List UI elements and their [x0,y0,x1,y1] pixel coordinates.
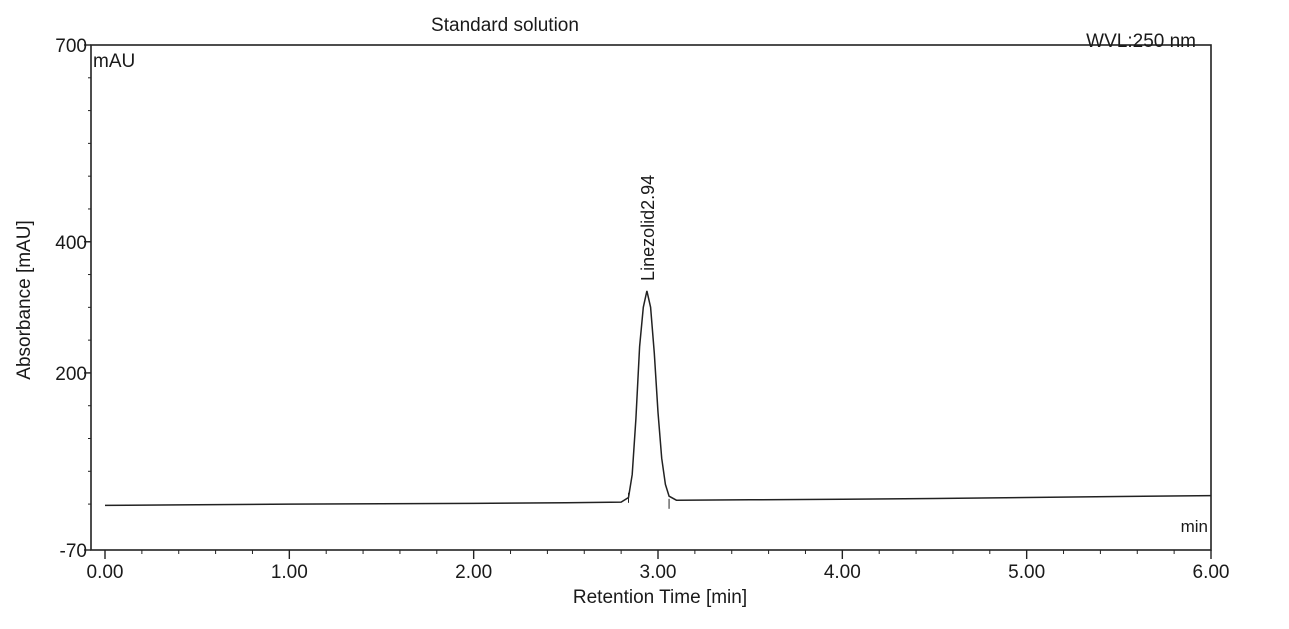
x-tick-label: 2.00 [455,562,492,583]
peak-label: Linezolid2.94 [638,175,658,281]
plot-frame [90,44,1212,551]
y-axis-title: Absorbance [mAU] [14,220,35,379]
chromatogram-trace [104,290,1212,507]
chart-title: Standard solution [431,15,579,36]
y-unit-label: mAU [93,51,135,72]
x-tick-label: 4.00 [824,562,861,583]
y-tick-label: 400 [55,233,87,254]
x-tick-label: 6.00 [1193,562,1230,583]
x-tick-label: 0.00 [87,562,124,583]
y-tick-label: -70 [60,541,87,562]
x-tick-label: 3.00 [640,562,677,583]
wavelength-label: WVL:250 nm [1086,31,1196,52]
y-tick-label: 700 [55,36,87,57]
x-axis-title: Retention Time [min] [573,587,747,608]
x-tick-label: 1.00 [271,562,308,583]
x-unit-label: min [1181,517,1208,536]
y-tick-label: 200 [55,364,87,385]
x-tick-label: 5.00 [1008,562,1045,583]
